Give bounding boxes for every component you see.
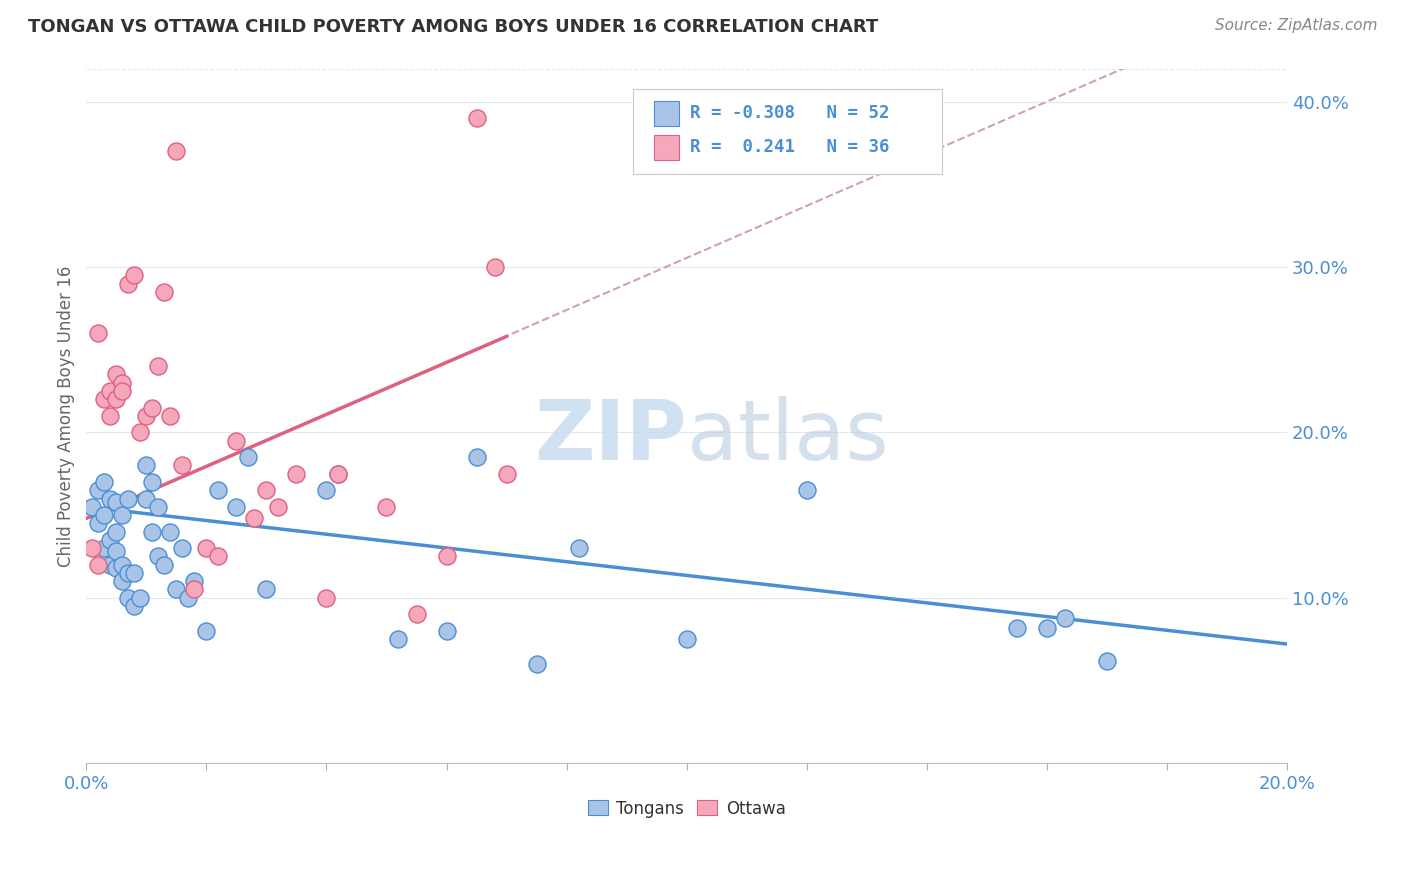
Point [93, 475, 115, 489]
Point [495, 467, 517, 481]
Point [105, 561, 128, 575]
Point [105, 368, 128, 382]
Point [465, 111, 488, 125]
Point [207, 549, 229, 564]
Point [328, 467, 350, 481]
Text: R = -0.308   N = 52: R = -0.308 N = 52 [690, 104, 890, 122]
Text: R =  0.241   N = 36: R = 0.241 N = 36 [690, 138, 890, 156]
Point [117, 591, 139, 605]
Point [135, 458, 157, 473]
Text: Source: ZipAtlas.com: Source: ZipAtlas.com [1215, 18, 1378, 33]
Point [159, 524, 181, 539]
Point [165, 582, 187, 597]
Point [129, 591, 152, 605]
Point [153, 285, 176, 299]
Point [484, 260, 506, 274]
Point [254, 582, 277, 597]
Point [87, 483, 110, 498]
Point [135, 409, 157, 423]
Point [267, 500, 290, 514]
Point [387, 632, 409, 646]
Text: TONGAN VS OTTAWA CHILD POVERTY AMONG BOYS UNDER 16 CORRELATION CHART: TONGAN VS OTTAWA CHILD POVERTY AMONG BOY… [28, 18, 879, 36]
Point [93, 508, 115, 522]
Point [105, 544, 128, 558]
Point [1036, 620, 1059, 634]
Point [148, 359, 170, 374]
Point [148, 549, 170, 564]
Point [172, 458, 194, 473]
Point [238, 450, 260, 465]
Point [82, 500, 104, 514]
Point [141, 475, 163, 489]
Point [82, 541, 104, 555]
Point [105, 495, 128, 509]
Point [195, 624, 218, 638]
Point [285, 467, 308, 481]
Point [225, 500, 247, 514]
Point [183, 582, 205, 597]
Point [172, 541, 194, 555]
Point [405, 607, 427, 622]
Point [111, 574, 134, 589]
Point [375, 500, 398, 514]
Point [148, 500, 170, 514]
Point [177, 591, 200, 605]
Point [135, 491, 157, 506]
Point [129, 425, 152, 440]
Point [93, 541, 115, 555]
Point [124, 566, 146, 580]
Point [141, 401, 163, 415]
Point [124, 268, 146, 283]
Point [1005, 620, 1028, 634]
Point [117, 277, 139, 291]
Point [436, 549, 458, 564]
Point [1053, 610, 1076, 624]
Point [436, 624, 458, 638]
Point [111, 558, 134, 572]
Point [87, 558, 110, 572]
Point [87, 516, 110, 531]
Point [105, 392, 128, 407]
Point [105, 524, 128, 539]
Point [111, 384, 134, 398]
Point [315, 591, 337, 605]
Point [465, 450, 488, 465]
Point [98, 409, 121, 423]
Point [207, 483, 229, 498]
Point [117, 566, 139, 580]
Point [98, 384, 121, 398]
Y-axis label: Child Poverty Among Boys Under 16: Child Poverty Among Boys Under 16 [58, 265, 75, 566]
Point [243, 511, 266, 525]
Point [98, 533, 121, 547]
Point [328, 467, 350, 481]
Legend: Tongans, Ottawa: Tongans, Ottawa [581, 793, 792, 824]
Point [796, 483, 818, 498]
Point [159, 409, 181, 423]
Text: atlas: atlas [686, 396, 889, 477]
Point [526, 657, 548, 671]
Point [117, 491, 139, 506]
Point [195, 541, 218, 555]
Point [124, 599, 146, 613]
Point [87, 326, 110, 340]
Point [165, 145, 187, 159]
Text: ZIP: ZIP [534, 396, 686, 477]
Point [1095, 654, 1118, 668]
Point [98, 491, 121, 506]
Point [254, 483, 277, 498]
Point [111, 508, 134, 522]
Point [153, 558, 176, 572]
Point [98, 558, 121, 572]
Point [183, 574, 205, 589]
Point [675, 632, 697, 646]
Point [315, 483, 337, 498]
Point [568, 541, 591, 555]
Point [111, 376, 134, 390]
Point [141, 524, 163, 539]
Point [93, 392, 115, 407]
Point [225, 434, 247, 448]
